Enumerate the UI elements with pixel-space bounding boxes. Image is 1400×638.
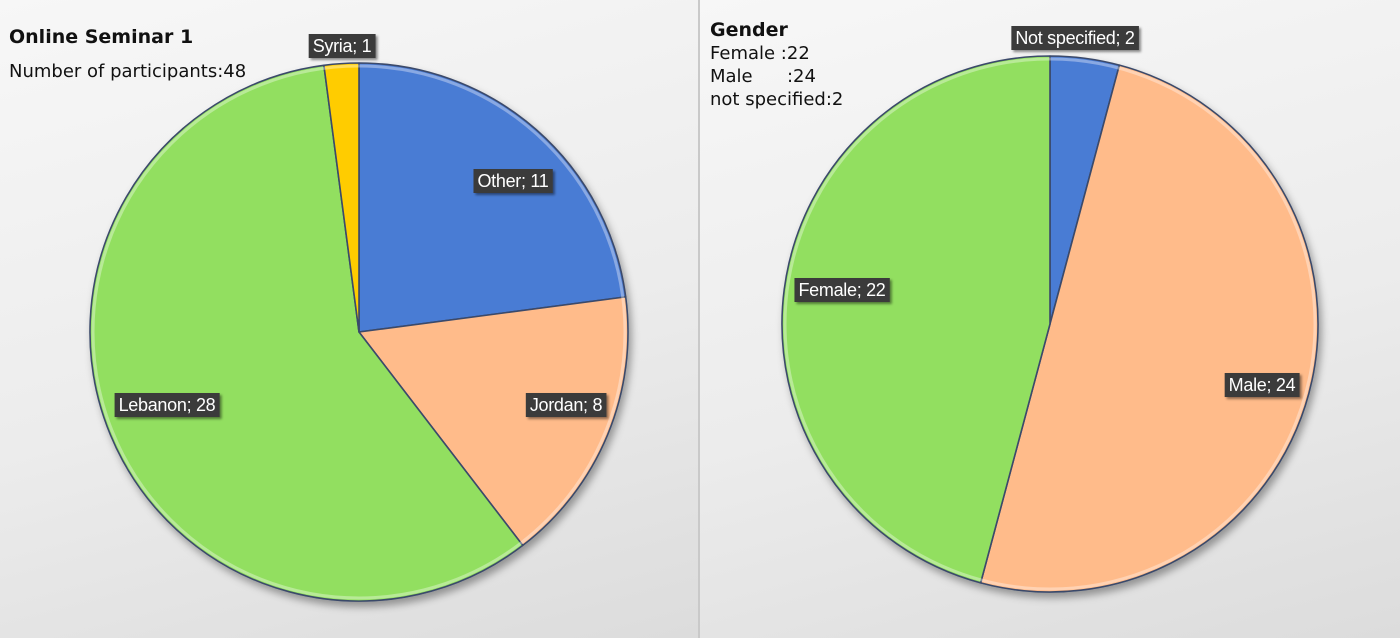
seminar-chart-title: Online Seminar 1 (9, 26, 194, 48)
participants-count-text: Number of participants:48 (9, 61, 247, 82)
pie-slice-jordan (358, 296, 629, 547)
data-label-syria: Syria; 1 (308, 34, 376, 58)
data-label-male: Male; 24 (1224, 373, 1300, 397)
gender-male-text: Male :24 (710, 66, 816, 87)
svg-text:Not specified; 2: Not specified; 2 (1015, 28, 1135, 48)
country-pie-chart: Other; 11 Jordan; 8 Lebanon; 28 Syria; 1 (89, 34, 629, 602)
pie-slice-female (781, 55, 1051, 584)
data-label-female: Female; 22 (794, 278, 890, 302)
pie-highlight-ring (783, 57, 1317, 591)
data-label-other: Other; 11 (473, 169, 553, 193)
svg-text:Female; 22: Female; 22 (798, 280, 885, 300)
pie-slice-lebanon (89, 64, 524, 602)
gender-female-text: Female :22 (710, 43, 810, 64)
pie-highlight-ring (91, 64, 627, 600)
svg-text:Male; 24: Male; 24 (1229, 375, 1296, 395)
pie-slice-syria (323, 62, 360, 333)
data-label-jordan: Jordan; 8 (525, 393, 607, 417)
pie-slice-male (979, 64, 1319, 593)
svg-text:Jordan; 8: Jordan; 8 (530, 395, 603, 415)
gender-pie-chart: Not specified; 2 Male; 24 Female; 22 (781, 26, 1319, 593)
svg-text:Lebanon; 28: Lebanon; 28 (119, 395, 216, 415)
gender-chart-panel: Gender Female :22 Male :24 not specified… (700, 0, 1400, 638)
gender-chart-title: Gender (710, 19, 788, 41)
pie-slice-other (358, 62, 627, 333)
svg-text:Other; 11: Other; 11 (477, 171, 548, 191)
gender-not-specified-text: not specified:2 (710, 89, 844, 110)
seminar-chart-panel: Online Seminar 1 Number of participants:… (0, 0, 698, 638)
panel-divider (698, 0, 700, 638)
svg-text:Syria; 1: Syria; 1 (313, 36, 372, 56)
data-label-lebanon: Lebanon; 28 (114, 393, 220, 417)
data-label-not-specified: Not specified; 2 (1011, 26, 1139, 50)
